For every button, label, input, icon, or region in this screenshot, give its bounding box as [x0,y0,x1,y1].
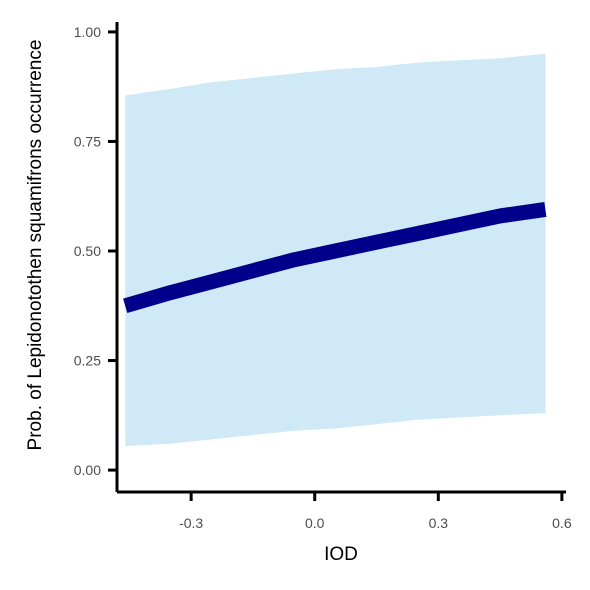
x-tick-label: 0.0 [305,515,325,531]
y-tick-label: 1.00 [74,24,101,40]
x-tick-label: 0.6 [552,515,572,531]
fit-line [123,201,547,314]
y-axis-title: Prob. of Lepidonotothen squamifrons occu… [25,40,46,451]
y-tick-label: 0.00 [74,462,101,478]
x-tick-label: 0.3 [429,515,449,531]
x-tick-label: -0.3 [179,515,203,531]
x-axis-title: IOD [324,544,358,565]
y-tick-label: 0.25 [74,353,101,369]
y-tick-label: 0.75 [74,133,101,149]
axes: 0.00 0.25 0.50 0.75 1.00 -0.3 0.0 0.3 0.6 [74,22,572,531]
y-tick-label: 0.50 [74,243,101,259]
fit-line-layer [123,201,547,314]
